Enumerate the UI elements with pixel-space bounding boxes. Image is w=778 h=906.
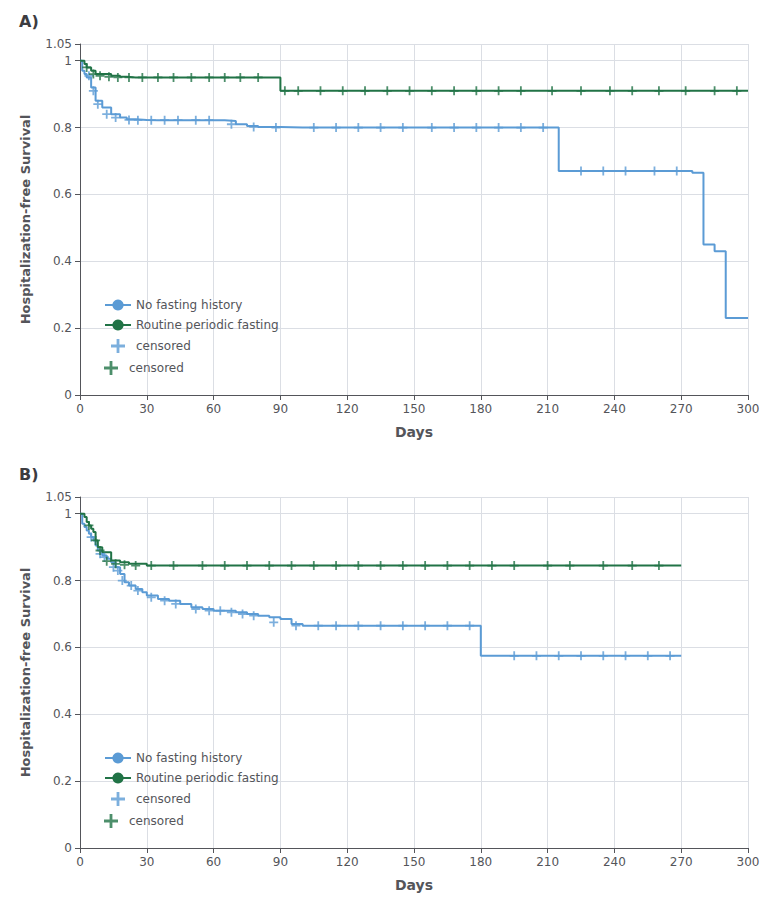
svg-text:Routine periodic fasting: Routine periodic fasting	[136, 771, 279, 785]
svg-text:1: 1	[64, 54, 72, 68]
svg-text:1.05: 1.05	[45, 490, 72, 504]
svg-text:0.2: 0.2	[53, 321, 72, 335]
svg-text:Hospitalization-free Survival: Hospitalization-free Survival	[18, 568, 33, 778]
svg-text:1.05: 1.05	[45, 37, 72, 51]
svg-text:270: 270	[670, 402, 693, 416]
svg-text:censored: censored	[129, 814, 184, 828]
svg-text:0.6: 0.6	[53, 187, 72, 201]
svg-text:0: 0	[76, 855, 84, 869]
svg-text:180: 180	[469, 402, 492, 416]
svg-text:A): A)	[19, 12, 39, 31]
svg-text:30: 30	[139, 855, 154, 869]
svg-text:censored: censored	[129, 361, 184, 375]
svg-text:60: 60	[206, 855, 221, 869]
svg-text:1: 1	[64, 507, 72, 521]
svg-text:240: 240	[603, 402, 626, 416]
svg-text:0.4: 0.4	[53, 254, 72, 268]
svg-text:Days: Days	[395, 424, 433, 440]
svg-text:censored: censored	[136, 339, 191, 353]
svg-text:0: 0	[64, 841, 72, 855]
svg-text:No fasting history: No fasting history	[136, 751, 242, 765]
svg-text:180: 180	[469, 855, 492, 869]
svg-text:censored: censored	[136, 792, 191, 806]
svg-text:90: 90	[273, 855, 288, 869]
svg-text:0.2: 0.2	[53, 774, 72, 788]
svg-text:120: 120	[336, 402, 359, 416]
svg-text:90: 90	[273, 402, 288, 416]
svg-text:300: 300	[737, 402, 760, 416]
svg-text:300: 300	[737, 855, 760, 869]
svg-text:30: 30	[139, 402, 154, 416]
svg-text:210: 210	[536, 402, 559, 416]
svg-text:120: 120	[336, 855, 359, 869]
svg-text:240: 240	[603, 855, 626, 869]
svg-text:150: 150	[403, 402, 426, 416]
svg-text:Days: Days	[395, 877, 433, 893]
svg-text:150: 150	[403, 855, 426, 869]
svg-text:0.8: 0.8	[53, 121, 72, 135]
svg-text:0: 0	[64, 388, 72, 402]
svg-text:B): B)	[19, 465, 39, 484]
svg-text:210: 210	[536, 855, 559, 869]
svg-text:0.6: 0.6	[53, 640, 72, 654]
svg-text:0: 0	[76, 402, 84, 416]
svg-text:270: 270	[670, 855, 693, 869]
svg-text:No fasting history: No fasting history	[136, 298, 242, 312]
svg-text:0.8: 0.8	[53, 574, 72, 588]
svg-text:60: 60	[206, 402, 221, 416]
svg-text:Routine periodic fasting: Routine periodic fasting	[136, 318, 279, 332]
svg-text:0.4: 0.4	[53, 707, 72, 721]
svg-text:Hospitalization-free Survival: Hospitalization-free Survival	[18, 115, 33, 325]
